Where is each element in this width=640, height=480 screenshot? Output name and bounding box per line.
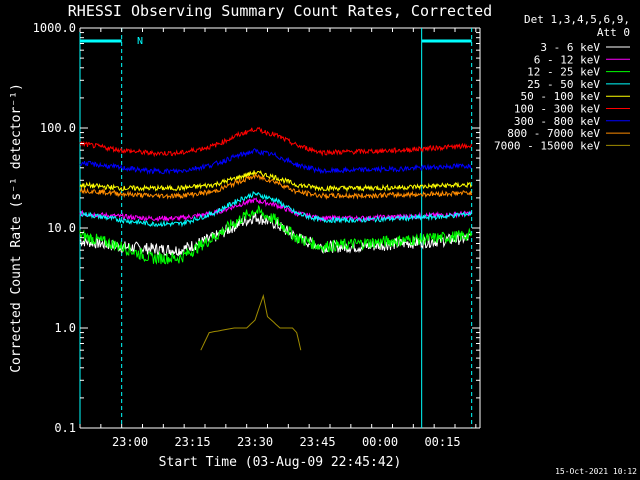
legend-label: 3 - 6 keV [540, 41, 600, 54]
y-tick-label: 1000.0 [33, 21, 76, 35]
flag-label: N [137, 36, 143, 47]
y-axis: 0.1 1.0 10.0 100.0 1000.0 [33, 21, 480, 435]
chart-title: RHESSI Observing Summary Count Rates, Co… [68, 2, 492, 20]
timestamp: 15-Oct-2021 10:12 [555, 467, 637, 476]
x-tick-label: 23:45 [299, 435, 335, 449]
legend-label: 800 - 7000 keV [507, 127, 600, 140]
legend-label: 300 - 800 keV [514, 115, 600, 128]
y-tick-label: 10.0 [47, 221, 76, 235]
series-line-6 [79, 126, 472, 158]
legend-label: 7000 - 15000 keV [494, 139, 600, 152]
x-tick-label: 23:30 [237, 435, 273, 449]
y-axis-label: Corrected Count Rate (s⁻¹ detector⁻¹) [9, 83, 24, 373]
legend-label: 50 - 100 keV [521, 90, 601, 103]
legend-header-2: Att 0 [597, 26, 630, 39]
series-line-7 [79, 148, 472, 175]
x-axis-label: Start Time (03-Aug-09 22:45:42) [159, 455, 402, 470]
night-markers [79, 28, 473, 428]
x-axis: 23:00 23:15 23:30 23:45 00:00 00:15 [79, 28, 477, 449]
x-tick-label: 00:15 [424, 435, 460, 449]
series-line-2 [79, 197, 472, 223]
x-tick-label: 23:15 [174, 435, 210, 449]
y-tick-label: 1.0 [54, 321, 76, 335]
series-line-4 [79, 190, 472, 228]
series-line-8 [79, 172, 472, 200]
series-line-3 [79, 204, 472, 265]
x-tick-label: 23:00 [112, 435, 148, 449]
x-tick-label: 00:00 [362, 435, 398, 449]
legend-label: 25 - 50 keV [527, 78, 600, 91]
y-tick-label: 100.0 [40, 121, 76, 135]
series-layer [79, 126, 472, 351]
legend-label: 12 - 25 keV [527, 66, 600, 79]
series-line-9 [200, 293, 302, 351]
legend-header-1: Det 1,3,4,5,6,9, [524, 13, 630, 26]
legend-label: 6 - 12 keV [534, 53, 601, 66]
series-line-5 [79, 169, 472, 193]
legend-label: 100 - 300 keV [514, 103, 600, 116]
y-tick-label: 0.1 [54, 421, 76, 435]
